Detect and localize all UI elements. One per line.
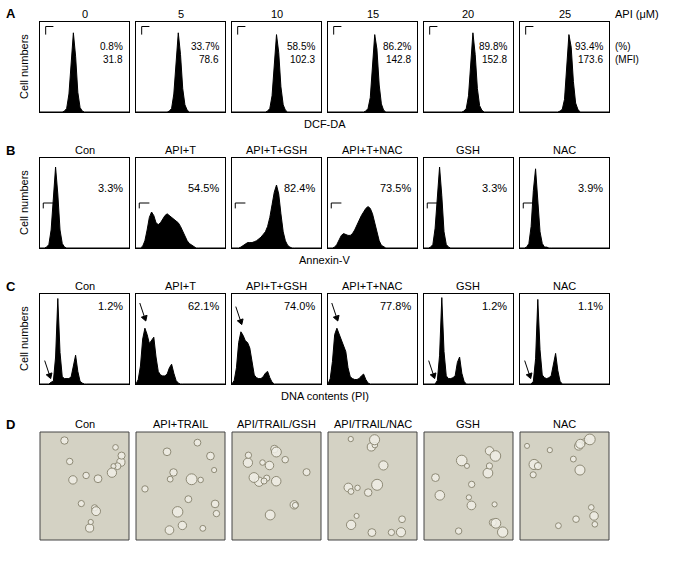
- svg-text:73.5%: 73.5%: [380, 182, 411, 194]
- svg-text:API+T+NAC: API+T+NAC: [342, 280, 403, 292]
- svg-text:1.2%: 1.2%: [98, 300, 123, 312]
- svg-text:Con: Con: [75, 280, 95, 292]
- svg-text:API+TRAIL: API+TRAIL: [153, 418, 208, 430]
- svg-text:GSH: GSH: [456, 280, 480, 292]
- svg-text:173.6: 173.6: [578, 54, 603, 65]
- svg-text:Con: Con: [75, 418, 95, 430]
- svg-text:C: C: [6, 279, 16, 294]
- svg-text:(%): (%): [615, 41, 631, 52]
- svg-text:Cell numbers: Cell numbers: [18, 306, 30, 371]
- svg-text:API+T+NAC: API+T+NAC: [342, 144, 403, 156]
- svg-text:54.5%: 54.5%: [188, 182, 219, 194]
- svg-text:GSH: GSH: [456, 144, 480, 156]
- svg-text:API/TRAIL/NAC: API/TRAIL/NAC: [334, 418, 412, 430]
- svg-text:5: 5: [178, 8, 184, 20]
- svg-text:82.4%: 82.4%: [284, 182, 315, 194]
- svg-text:API+T+GSH: API+T+GSH: [246, 280, 307, 292]
- svg-text:15: 15: [367, 8, 379, 20]
- svg-text:78.6: 78.6: [199, 54, 219, 65]
- svg-text:API/TRAIL/GSH: API/TRAIL/GSH: [237, 418, 316, 430]
- svg-text:API+T: API+T: [165, 280, 196, 292]
- svg-text:B: B: [6, 143, 15, 158]
- svg-text:NAC: NAC: [553, 418, 576, 430]
- svg-text:Con: Con: [75, 144, 95, 156]
- svg-text:20: 20: [462, 8, 474, 20]
- svg-text:Annexin-V: Annexin-V: [299, 254, 350, 266]
- svg-text:102.3: 102.3: [290, 54, 315, 65]
- svg-text:API+T: API+T: [165, 144, 196, 156]
- svg-text:GSH: GSH: [456, 418, 480, 430]
- svg-text:NAC: NAC: [553, 280, 576, 292]
- svg-text:74.0%: 74.0%: [284, 300, 315, 312]
- svg-text:Cell numbers: Cell numbers: [18, 170, 30, 235]
- svg-text:86.2%: 86.2%: [383, 41, 411, 52]
- svg-text:API (μM): API (μM): [615, 8, 659, 20]
- svg-text:0.8%: 0.8%: [100, 41, 123, 52]
- svg-text:DNA contents (PI): DNA contents (PI): [281, 390, 369, 402]
- svg-text:NAC: NAC: [553, 144, 576, 156]
- svg-text:0: 0: [82, 8, 88, 20]
- svg-text:89.8%: 89.8%: [479, 41, 507, 52]
- svg-text:142.8: 142.8: [386, 54, 411, 65]
- svg-text:33.7%: 33.7%: [191, 41, 219, 52]
- svg-text:D: D: [6, 417, 15, 432]
- svg-text:1.2%: 1.2%: [482, 300, 507, 312]
- svg-text:3.9%: 3.9%: [578, 182, 603, 194]
- svg-text:API+T+GSH: API+T+GSH: [246, 144, 307, 156]
- svg-text:(MFI): (MFI): [615, 54, 639, 65]
- svg-text:62.1%: 62.1%: [188, 300, 219, 312]
- svg-text:25: 25: [559, 8, 571, 20]
- svg-text:31.8: 31.8: [103, 54, 123, 65]
- svg-text:3.3%: 3.3%: [98, 182, 123, 194]
- svg-text:93.4%: 93.4%: [575, 41, 603, 52]
- svg-text:152.8: 152.8: [482, 54, 507, 65]
- svg-text:3.3%: 3.3%: [482, 182, 507, 194]
- svg-text:1.1%: 1.1%: [578, 300, 603, 312]
- svg-text:A: A: [6, 6, 16, 21]
- svg-text:58.5%: 58.5%: [287, 41, 315, 52]
- svg-text:Cell numbers: Cell numbers: [18, 34, 30, 99]
- svg-text:10: 10: [271, 8, 283, 20]
- svg-text:DCF-DA: DCF-DA: [304, 118, 346, 130]
- svg-text:77.8%: 77.8%: [380, 300, 411, 312]
